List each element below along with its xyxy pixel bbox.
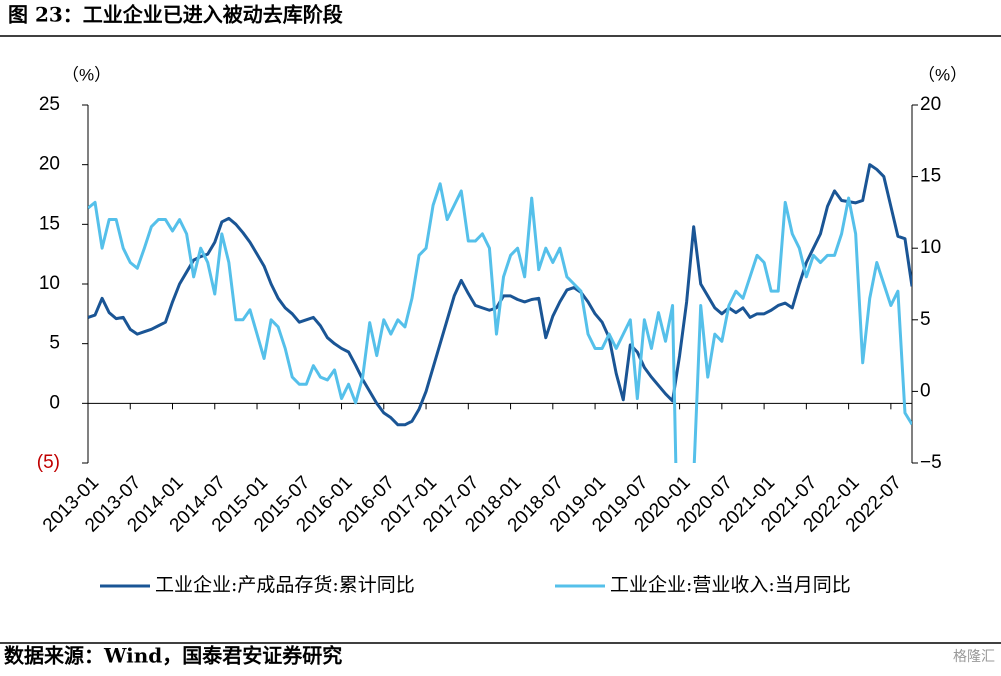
y-tick-label: 5	[49, 333, 60, 354]
y-tick-label: −5	[920, 452, 942, 473]
y-tick-label: 10	[39, 273, 60, 294]
y-tick-label: 20	[920, 94, 941, 115]
y-tick-label: 15	[39, 213, 60, 234]
y-tick-label: 10	[920, 237, 941, 258]
watermark: 格隆汇	[953, 649, 995, 665]
legend-label: 工业企业:营业收入:当月同比	[610, 574, 851, 596]
y-tick-label: 20	[39, 154, 60, 175]
y-tick-label: 5	[920, 309, 931, 330]
y-tick-label: (5)	[37, 452, 60, 473]
y-tick-label: 0	[920, 380, 931, 401]
y2-axis-unit: （%）	[918, 65, 967, 84]
y-tick-label: 15	[920, 166, 941, 187]
page-title: 图 23：工业企业已进入被动去库阶段	[8, 3, 343, 27]
series-group	[88, 163, 912, 463]
y-tick-label: 25	[39, 94, 60, 115]
source-note: 数据来源：Wind，国泰君安证券研究	[4, 644, 342, 668]
legend-label: 工业企业:产成品存货:累计同比	[155, 574, 415, 596]
y-axis-unit: （%）	[62, 65, 111, 84]
series-line	[88, 182, 912, 463]
y-tick-label: 0	[49, 392, 60, 413]
